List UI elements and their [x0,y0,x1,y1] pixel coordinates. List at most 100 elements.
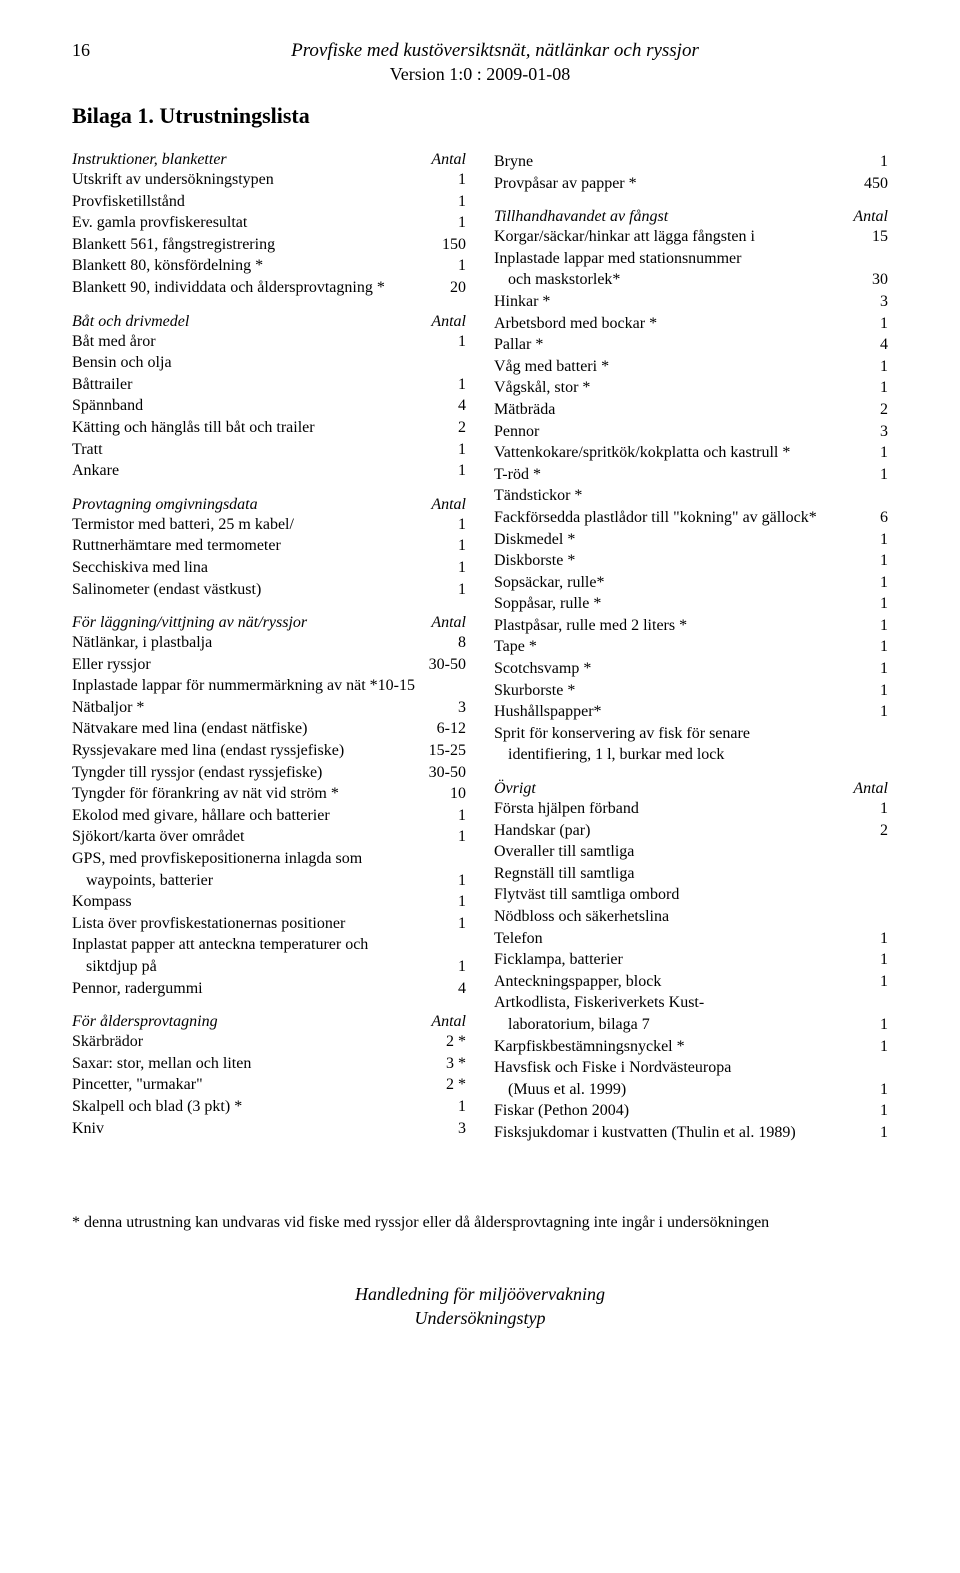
item-label: Första hjälpen förband [494,798,645,820]
item-label: Vattenkokare/spritkök/kokplatta och kast… [494,442,796,464]
list-item: Våg med batteri *1 [494,356,888,378]
section-title: Provtagning omgivningsdata [72,496,258,514]
list-item: Secchiskiva med lina 1 [72,557,466,579]
antal-label: Antal [431,1013,466,1031]
item-value: 1 [436,557,466,579]
list-item: Anteckningspapper, block1 [494,971,888,993]
item-value: 1 [858,798,888,820]
item-value: 1 [436,891,466,913]
item-value: 1 [858,701,888,723]
list-item: Regnställ till samtliga [494,863,888,885]
item-value: 1 [858,572,888,594]
list-item: Mätbräda2 [494,399,888,421]
list-item: Bensin och olja [72,352,466,374]
item-label: laboratorium, bilaga 7 [494,1014,656,1036]
item-label: Våg med batteri * [494,356,615,378]
item-label: Provpåsar av papper * [494,173,643,195]
list-item: Ev. gamla provfiskeresultat 1 [72,212,466,234]
item-value: 1 [436,826,466,848]
list-item: Båt med åror1 [72,331,466,353]
item-value: 450 [858,173,888,195]
item-value: 1 [436,191,466,213]
item-label: Fiskar (Pethon 2004) [494,1100,635,1122]
item-label: Scotchsvamp * [494,658,597,680]
item-value: 4 [858,334,888,356]
item-label: Ev. gamla provfiskeresultat [72,212,253,234]
list-item: Artkodlista, Fiskeriverkets Kust- [494,992,888,1014]
list-item: Termistor med batteri, 25 m kabel/1 [72,514,466,536]
list-item: T-röd *1 [494,464,888,486]
item-value: 1 [436,331,466,353]
item-value: 1 [436,255,466,277]
item-value: 1 [858,550,888,572]
list-item: Skurborste *1 [494,680,888,702]
item-label: Secchiskiva med lina [72,557,214,579]
list-item: Skärbrädor2 * [72,1031,466,1053]
section-header: För åldersprovtagningAntal [72,1013,466,1031]
list-item: Blankett 561, fångstregistrering150 [72,234,466,256]
list-item: Ruttnerhämtare med termometer1 [72,535,466,557]
list-item: Nätbaljor *3 [72,697,466,719]
item-value: 2 [858,399,888,421]
list-item: Nätvakare med lina (endast nätfiske)6-12 [72,718,466,740]
list-item: Pennor3 [494,421,888,443]
item-label: Pennor, radergummi [72,978,209,1000]
list-item: Diskmedel *1 [494,529,888,551]
list-item: Ekolod med givare, hållare och batterier… [72,805,466,827]
antal-label: Antal [853,208,888,226]
list-item: Flytväst till samtliga ombord [494,884,888,906]
item-value: 1 [436,1096,466,1118]
list-item: Första hjälpen förband 1 [494,798,888,820]
item-label: Sprit för konservering av fisk för senar… [494,723,756,745]
document-title: Provfiske med kustöversiktsnät, nätlänka… [102,40,888,62]
item-value: 1 [436,535,466,557]
section-title: Båt och drivmedel [72,313,189,331]
list-item: Hushållspapper*1 [494,701,888,723]
list-item: Scotchsvamp *1 [494,658,888,680]
antal-label: Antal [431,614,466,632]
item-value: 1 [436,460,466,482]
list-item: GPS, med provfiskepositionerna inlagda s… [72,848,466,870]
list-item: Tape *1 [494,636,888,658]
item-label: Artkodlista, Fiskeriverkets Kust- [494,992,710,1014]
list-item: Telefon1 [494,928,888,950]
item-label: Fackförsedda plastlådor till "kokning" a… [494,507,823,529]
item-value: 3 [436,1118,466,1140]
list-item: Overaller till samtliga [494,841,888,863]
list-item: Arbetsbord med bockar *1 [494,313,888,335]
item-label: och maskstorlek* [494,269,626,291]
list-item: Fiskar (Pethon 2004)1 [494,1100,888,1122]
list-item: Karpfiskbestämningsnyckel *1 [494,1036,888,1058]
item-value: 1 [858,442,888,464]
item-value: 20 [436,277,466,299]
item-value: 1 [436,212,466,234]
item-label: Handskar (par) [494,820,596,842]
item-value: 1 [858,1122,888,1144]
item-value: 4 [436,395,466,417]
item-value: 1 [436,956,466,978]
item-value: 1 [858,1079,888,1101]
item-label: Overaller till samtliga [494,841,640,863]
item-label: Korgar/säckar/hinkar att lägga fångsten … [494,226,761,248]
list-item: Vågskål, stor *1 [494,377,888,399]
item-value: 6-12 [436,718,466,740]
item-value: 2 [436,417,466,439]
item-label: Blankett 80, könsfördelning * [72,255,269,277]
item-label: Skärbrädor [72,1031,149,1053]
item-value: 1 [436,870,466,892]
item-label: Fisksjukdomar i kustvatten (Thulin et al… [494,1122,802,1144]
item-value: 1 [436,579,466,601]
list-item: Soppåsar, rulle *1 [494,593,888,615]
item-label: Regnställ till samtliga [494,863,640,885]
item-value: 15 [858,226,888,248]
list-item: Tratt1 [72,439,466,461]
item-value: 3 [858,291,888,313]
item-label: Nätlänkar, i plastbalja [72,632,218,654]
item-label: Lista över provfiskestationernas positio… [72,913,351,935]
item-label: T-röd * [494,464,547,486]
list-item: Inplastat papper att anteckna temperatur… [72,934,466,956]
item-value: 1 [436,913,466,935]
item-value: 30-50 [429,654,466,676]
list-item: (Muus et al. 1999)1 [494,1079,888,1101]
item-value: 2 * [436,1074,466,1096]
